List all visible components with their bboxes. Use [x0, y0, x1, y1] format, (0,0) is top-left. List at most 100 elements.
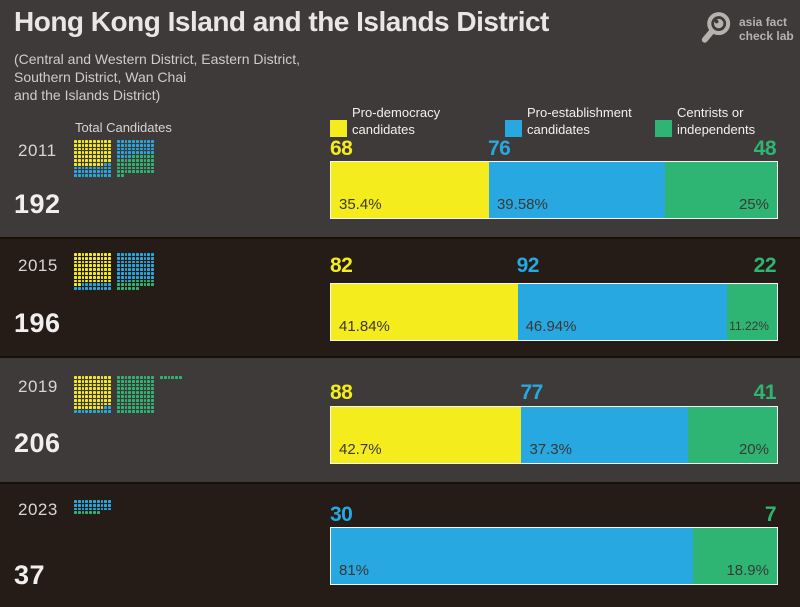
waffle-dot — [151, 283, 154, 287]
waffle-dot — [92, 511, 96, 515]
waffle-dot — [139, 158, 143, 162]
waffle-dot — [104, 283, 108, 287]
waffle-dot — [85, 264, 89, 268]
waffle-dot — [108, 503, 111, 507]
waffle-dot — [147, 379, 151, 383]
waffle-dot — [108, 253, 111, 256]
waffle-dot — [92, 398, 96, 402]
waffle-dot — [85, 174, 89, 177]
waffle-dot — [77, 256, 81, 260]
waffle-dot — [104, 170, 108, 174]
waffle-dot — [147, 264, 151, 268]
waffle-dot — [92, 151, 96, 155]
waffle-dot — [143, 379, 147, 383]
waffle-dot — [85, 271, 89, 275]
waffle-dot — [117, 287, 120, 290]
percent-label: 20% — [738, 441, 769, 458]
waffle-dot — [128, 143, 132, 147]
waffle-dot — [74, 143, 77, 147]
waffle-dot — [120, 398, 124, 402]
waffle-dot — [85, 507, 89, 511]
waffle-dot — [100, 256, 104, 260]
waffle-dot — [128, 391, 132, 394]
page-title: Hong Kong Island and the Islands Distric… — [14, 6, 549, 37]
waffle-dot — [151, 260, 154, 264]
bar-segment-dem: 41.84% — [331, 284, 518, 340]
waffle-dot — [81, 260, 85, 264]
waffle-dot — [128, 256, 132, 260]
waffle-dot — [139, 275, 143, 279]
waffle-dot — [85, 376, 89, 379]
waffle-dot — [74, 279, 77, 283]
waffle-dot — [92, 275, 96, 279]
waffle-dot — [85, 391, 89, 394]
waffle-dot — [81, 500, 85, 503]
waffle-dot — [147, 151, 151, 155]
waffle-dot — [139, 271, 143, 275]
waffle-dot — [77, 283, 81, 287]
waffle-dot — [151, 376, 154, 379]
waffle-dot — [89, 158, 92, 162]
waffle-dot — [77, 253, 81, 256]
waffle-dot — [143, 143, 147, 147]
waffle-dot — [85, 379, 89, 383]
waffle-dot — [135, 264, 139, 268]
legend-label: Pro-establishment candidates — [527, 105, 632, 137]
waffle-dot — [143, 158, 147, 162]
waffle-dot — [100, 379, 104, 383]
waffle-dot — [104, 394, 108, 398]
waffle-dot — [77, 264, 81, 268]
waffle-dot — [77, 391, 81, 394]
waffle-dot — [77, 376, 81, 379]
waffle-dot — [124, 410, 128, 413]
waffle-dot — [128, 147, 132, 151]
waffle-dot — [120, 162, 124, 166]
waffle-dot — [124, 162, 128, 166]
waffle-dot — [100, 387, 104, 391]
waffle-dot — [124, 256, 128, 260]
waffle-dot — [89, 155, 92, 158]
waffle-dot — [147, 147, 151, 151]
waffle-dot — [124, 279, 128, 283]
waffle-dot — [151, 383, 154, 387]
waffle-dot — [85, 151, 89, 155]
waffle-dot — [108, 151, 111, 155]
legend-label: Centrists or independents — [677, 105, 756, 137]
waffle-dot — [147, 410, 151, 413]
waffle-dot — [178, 376, 182, 379]
waffle-dot — [132, 387, 135, 391]
waffle-dot — [135, 147, 139, 151]
waffle-dot — [96, 174, 100, 177]
waffle-dot — [89, 264, 92, 268]
waffle-dot — [147, 394, 151, 398]
waffle-dot — [132, 268, 135, 271]
waffle-dot — [132, 264, 135, 268]
waffle-dot — [120, 253, 124, 256]
waffle-dot — [151, 275, 154, 279]
waffle-dot — [128, 376, 132, 379]
waffle-dot — [104, 155, 108, 158]
waffle-dot — [85, 287, 89, 290]
waffle-dot — [104, 275, 108, 279]
waffle-dot — [100, 391, 104, 394]
waffle-dot — [89, 256, 92, 260]
waffle-dot — [132, 402, 135, 406]
waffle-dot — [132, 260, 135, 264]
waffle-dot — [124, 283, 128, 287]
waffle-dot — [117, 170, 120, 174]
waffle-dot — [117, 158, 120, 162]
waffle-dot — [135, 410, 139, 413]
waffle-dot — [100, 271, 104, 275]
waffle-dot — [132, 166, 135, 170]
waffle-dot — [77, 170, 81, 174]
waffle-dot — [117, 253, 120, 256]
waffle-dot — [89, 260, 92, 264]
waffle-dot — [85, 283, 89, 287]
waffle-dot — [92, 283, 96, 287]
waffle-dot — [143, 166, 147, 170]
waffle-dot — [100, 166, 104, 170]
waffle-dot — [108, 387, 111, 391]
waffle-dot — [77, 394, 81, 398]
waffle-dot — [104, 376, 108, 379]
waffle-dot — [85, 158, 89, 162]
